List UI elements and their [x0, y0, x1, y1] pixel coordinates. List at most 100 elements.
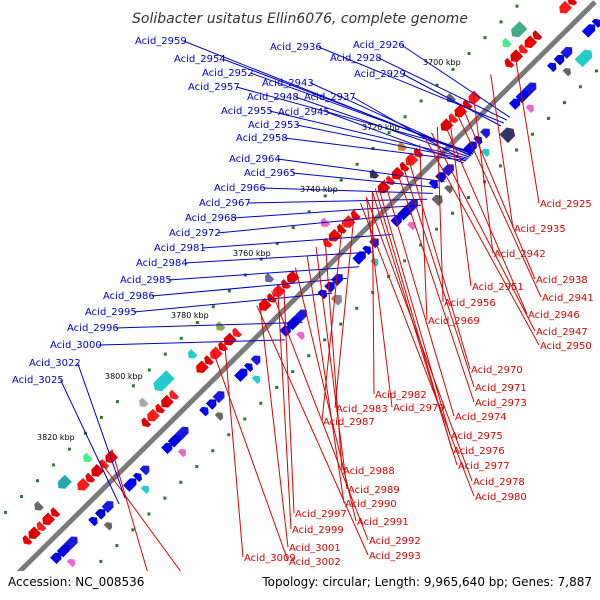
forward-label-leader [185, 252, 374, 263]
reverse-gene-label: Acid_2971 [475, 383, 527, 394]
feature-tick [292, 226, 295, 229]
forward-gene-block [526, 102, 537, 113]
feature-tick [227, 433, 230, 436]
gene-arrow-shape [137, 397, 149, 409]
forward-gene-label: Acid_2943 [262, 78, 314, 89]
reverse-gene-label: Acid_2973 [475, 398, 527, 409]
reverse-label-leader [396, 168, 474, 402]
forward-label-leader [278, 159, 445, 182]
reverse-gene-label: Acid_2956 [444, 298, 496, 309]
reverse-label-leader [260, 303, 288, 547]
feature-tick [259, 402, 262, 405]
forward-gene-label: Acid_2995 [85, 307, 137, 318]
feature-tick [179, 481, 182, 484]
forward-label-leader [402, 45, 510, 117]
feature-tick [275, 386, 278, 389]
forward-gene-label: Acid_2926 [353, 40, 405, 51]
gene-arrow-shape [563, 66, 574, 77]
forward-gene-block [104, 520, 115, 531]
forward-gene-label: Acid_3025 [12, 375, 64, 386]
reverse-gene-label: Acid_2990 [345, 499, 397, 510]
feature-tick [579, 85, 582, 88]
reverse-gene-label: Acid_2951 [472, 282, 524, 293]
forward-label-leader [379, 58, 507, 120]
forward-gene-label: Acid_2955 [221, 106, 273, 117]
feature-block [55, 475, 72, 492]
reverse-label-leader [284, 279, 295, 513]
forward-gene-label: Acid_2996 [67, 323, 119, 334]
reverse-gene-label: Acid_2993 [369, 551, 421, 562]
gene-arrow-shape [141, 483, 152, 494]
forward-gene-label: Acid_2986 [103, 291, 155, 302]
feature-tick [467, 196, 470, 199]
tick-label: 3720 kbp [362, 123, 400, 132]
reverse-gene-block [185, 349, 197, 361]
forward-gene-arrow [251, 353, 264, 366]
feature-tick [164, 353, 167, 356]
forward-gene-label: Acid_3000 [50, 340, 102, 351]
forward-gene-label: Acid_2959 [135, 36, 187, 47]
feature-tick [563, 101, 566, 104]
feature-tick [324, 194, 327, 197]
gene-arrow-shape [296, 329, 307, 340]
feature-tick [195, 465, 198, 468]
gene-arrow-shape [251, 353, 264, 366]
feature-tick [323, 338, 326, 341]
reverse-label-leader [213, 350, 289, 561]
reverse-gene-label: Acid_2989 [348, 485, 400, 496]
reverse-gene-label: Acid_2980 [475, 492, 527, 503]
feature-block [508, 21, 527, 40]
forward-gene-label: Acid_2953 [248, 120, 300, 131]
forward-gene-label: Acid_2957 [188, 82, 240, 93]
feature-block [431, 192, 445, 206]
forward-gene-label: Acid_2964 [229, 154, 281, 165]
reverse-gene-label: Acid_2941 [542, 293, 594, 304]
reverse-gene-label: Acid_2975 [451, 431, 503, 442]
feature-tick [180, 337, 183, 340]
forward-gene-label: Acid_2985 [120, 275, 172, 286]
feature-tick [20, 495, 23, 498]
reverse-gene-label: Acid_2946 [528, 310, 580, 321]
forward-gene-label: Acid_2928 [330, 53, 382, 64]
gene-arrow-shape [318, 218, 330, 230]
feature-tick [355, 307, 358, 310]
feature-tick [339, 323, 342, 326]
gene-arrow-shape [32, 501, 44, 513]
feature-tick [356, 163, 359, 166]
feature-block [575, 47, 596, 67]
reverse-label-leader [295, 268, 356, 521]
feature-tick [484, 36, 487, 39]
forward-gene-arrow [480, 126, 493, 139]
reverse-gene-label: Acid_2947 [536, 327, 588, 338]
feature-tick [499, 164, 502, 167]
forward-gene-label: Acid_2937 [304, 92, 356, 103]
forward-gene-label: Acid_2954 [174, 54, 226, 65]
gene-arrow-shape [508, 21, 527, 40]
feature-tick [435, 228, 438, 231]
reverse-gene-label: Acid_2938 [536, 275, 588, 286]
feature-tick [403, 259, 406, 262]
tick-label: 3780 kbp [171, 311, 209, 320]
feature-tick [516, 5, 519, 8]
forward-gene-label: Acid_2981 [154, 243, 206, 254]
feature-tick [211, 449, 214, 452]
feature-tick [468, 52, 471, 55]
gene-arrow-shape [431, 192, 445, 206]
forward-label-leader [169, 267, 359, 280]
gene-arrow-shape [500, 125, 518, 143]
forward-gene-label: Acid_2958 [236, 133, 288, 144]
forward-gene-block [141, 483, 152, 494]
reverse-gene-label: Acid_2977 [458, 461, 510, 472]
feature-tick [228, 289, 231, 292]
reverse-gene-label: Acid_2969 [428, 316, 480, 327]
forward-gene-block [215, 410, 226, 421]
feature-tick [595, 69, 598, 72]
forward-gene-label: Acid_2984 [136, 258, 188, 269]
tick-label: 3820 kbp [37, 433, 75, 442]
reverse-gene-label: Acid_2970 [471, 365, 523, 376]
gene-arrow-shape [213, 321, 225, 333]
feature-tick [4, 511, 7, 514]
feature-tick [116, 400, 119, 403]
reverse-gene-label: Acid_2935 [514, 224, 566, 235]
reverse-gene-label: Acid_2987 [323, 417, 375, 428]
